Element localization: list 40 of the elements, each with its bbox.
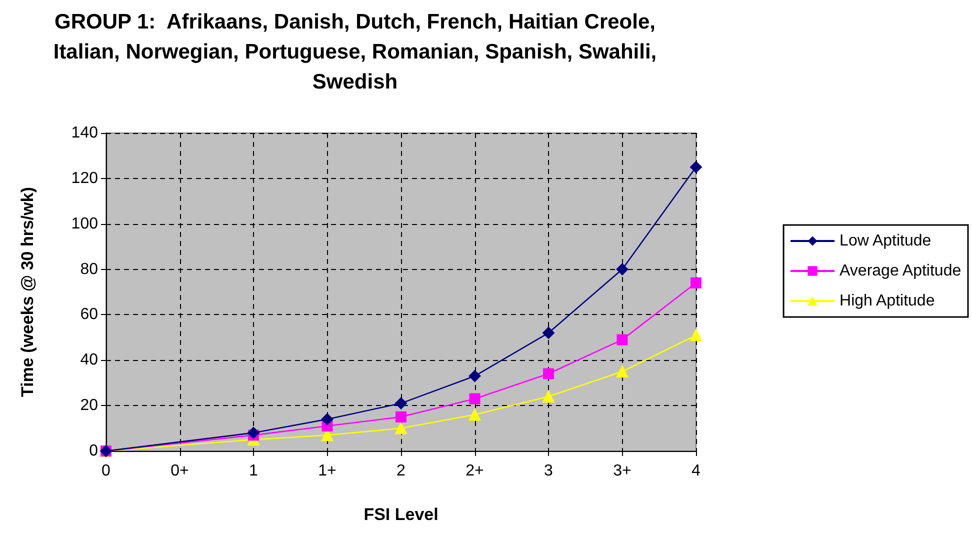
- point: [690, 329, 702, 342]
- point: [616, 366, 628, 378]
- y-tick-label: 0: [89, 442, 98, 460]
- point: [468, 370, 481, 382]
- point: [690, 277, 702, 288]
- point: [468, 408, 481, 421]
- x-tick-label: 1: [249, 462, 258, 480]
- point: [542, 390, 554, 402]
- point: [469, 393, 480, 404]
- y-tick-label: 20: [80, 397, 98, 414]
- legend-label: Low Aptitude: [840, 232, 932, 250]
- y-tick-label: 40: [80, 352, 98, 369]
- x-tick-label: 3+: [613, 462, 632, 480]
- point: [690, 161, 702, 174]
- point: [321, 413, 334, 426]
- point: [542, 326, 554, 339]
- y-axis-title: Time (weeks @ 30 hrs/wk): [18, 187, 37, 397]
- y-tick-label: 100: [71, 215, 98, 232]
- x-tick-label: 2+: [466, 462, 484, 480]
- legend-label: Average Aptitude: [840, 262, 962, 280]
- point: [395, 422, 407, 434]
- point: [616, 263, 628, 276]
- point: [543, 368, 554, 380]
- x-axis-title: FSI Level: [364, 505, 438, 524]
- x-tick-label: 2: [396, 462, 406, 480]
- y-tick-label: 80: [80, 260, 98, 278]
- chart-title: GROUP 1: Afrikaans, Danish, Dutch, French, Haitian Creole, Italian, Norwegian, Portuguese, Romanian, Spanish, Swahili, Swedish: [53, 10, 657, 94]
- point: [396, 411, 406, 422]
- x-tick-label: 0+: [170, 462, 189, 480]
- legend-label: High Aptitude: [840, 292, 935, 310]
- x-tick-label: 3: [544, 462, 554, 480]
- point: [395, 397, 407, 410]
- point: [248, 426, 260, 439]
- x-tick-label: 4: [692, 462, 701, 480]
- point: [616, 334, 628, 346]
- x-tick-label: 0: [102, 462, 111, 480]
- x-tick-label: 1+: [318, 462, 336, 480]
- y-tick-label: 60: [80, 306, 98, 324]
- y-tick-label: 140: [71, 124, 98, 142]
- y-tick-label: 120: [71, 170, 98, 187]
